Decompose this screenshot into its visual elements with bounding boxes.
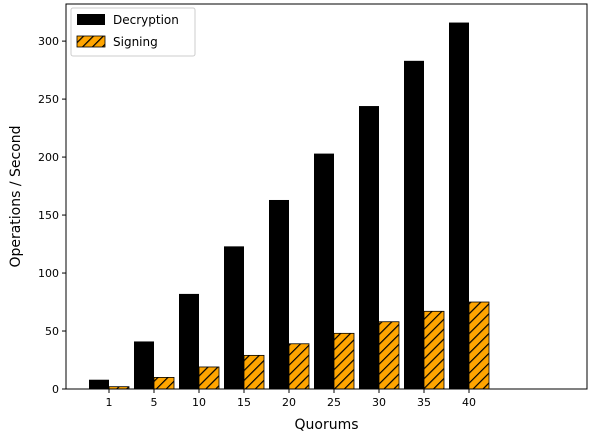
x-ticks: 1 5 10 15 20 25 30 35 40 [106, 389, 476, 409]
legend-swatch-decryption [77, 14, 105, 25]
x-axis-label: Quorums [294, 417, 358, 433]
bar-signing-5 [153, 377, 175, 390]
y-tick-label: 50 [45, 325, 59, 338]
legend-label-decryption: Decryption [113, 13, 179, 27]
legend-swatch-signing [76, 35, 106, 48]
bar-signing-25 [333, 332, 355, 390]
bar-signing-20 [288, 343, 310, 390]
x-tick-label: 40 [462, 396, 476, 409]
x-tick-label: 30 [372, 396, 386, 409]
bar-decryption-1 [89, 379, 109, 389]
bar-decryption-5 [134, 341, 154, 389]
bars-group [89, 22, 490, 390]
x-tick-label: 1 [106, 396, 113, 409]
y-tick-label: 150 [38, 209, 59, 222]
x-tick-label: 5 [151, 396, 158, 409]
bar-signing-10 [198, 366, 220, 390]
bar-decryption-15 [224, 246, 244, 389]
x-tick-label: 35 [417, 396, 431, 409]
bar-decryption-25 [314, 153, 334, 389]
y-tick-label: 0 [52, 383, 59, 396]
y-tick-label: 100 [38, 267, 59, 280]
bar-signing-35 [423, 310, 445, 390]
y-tick-label: 200 [38, 151, 59, 164]
y-tick-label: 300 [38, 35, 59, 48]
legend-label-signing: Signing [113, 35, 158, 49]
bar-decryption-40 [449, 22, 469, 389]
x-tick-label: 20 [282, 396, 296, 409]
bar-decryption-30 [359, 106, 379, 390]
y-axis-label: Operations / Second [8, 125, 24, 267]
x-tick-label: 10 [192, 396, 206, 409]
bar-decryption-35 [404, 60, 424, 389]
bar-decryption-10 [179, 293, 199, 389]
x-tick-label: 15 [237, 396, 251, 409]
y-ticks: 0 50 100 150 200 250 300 [38, 35, 66, 396]
bar-signing-30 [378, 321, 400, 390]
bar-signing-40 [468, 301, 490, 390]
x-tick-label: 25 [327, 396, 341, 409]
plot-frame [65, 3, 588, 390]
bar-decryption-20 [269, 199, 289, 389]
bar-signing-15 [243, 354, 265, 390]
legend: Decryption Signing [70, 7, 196, 57]
y-tick-label: 250 [38, 93, 59, 106]
